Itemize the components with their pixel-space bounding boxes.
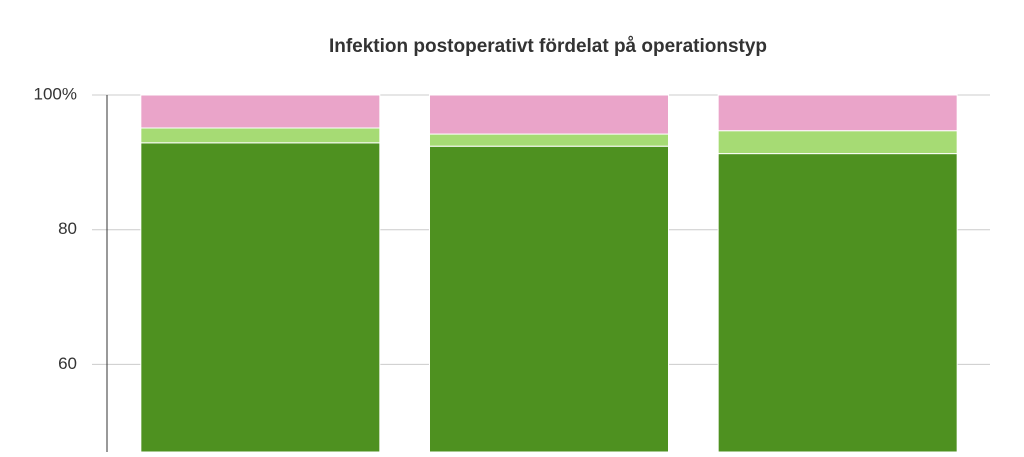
bar-segment (140, 94, 381, 129)
bar-segment (429, 133, 669, 147)
y-tick-label: 100% (34, 84, 77, 103)
bar-segment (717, 94, 958, 132)
chart-title: Infektion postoperativt fördelat på oper… (329, 36, 767, 57)
bar-segment (429, 94, 669, 135)
bar-segment (140, 127, 381, 144)
bar-segment (717, 130, 958, 155)
bar-segment (429, 145, 669, 453)
y-tick-label: 80 (58, 219, 77, 238)
bar-segment (717, 153, 958, 453)
bar-segment (140, 142, 381, 453)
y-tick-label: 60 (58, 354, 77, 373)
